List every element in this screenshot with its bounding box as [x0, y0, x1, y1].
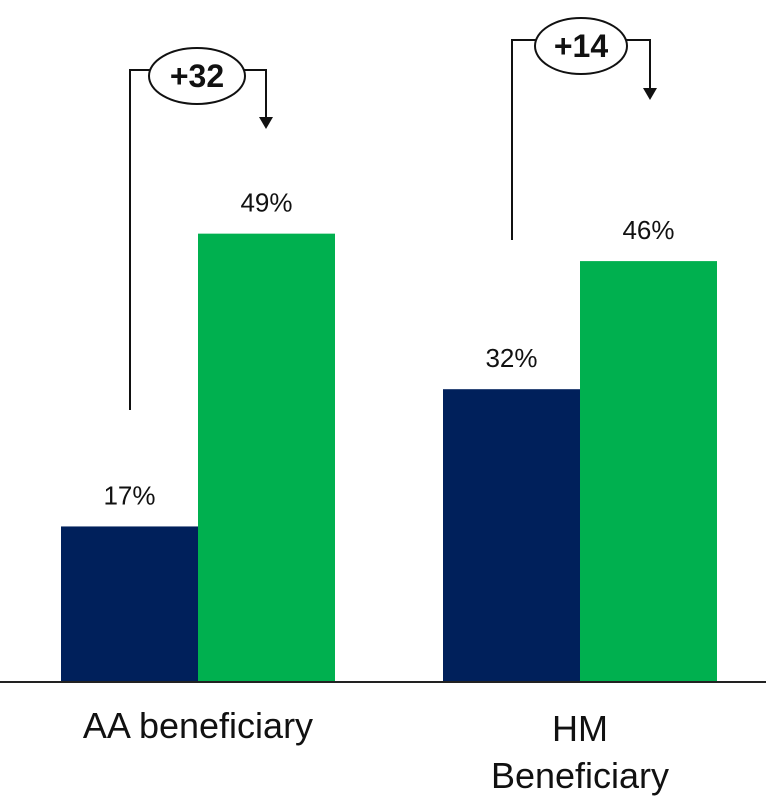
value-label-2-1: 32% — [485, 343, 537, 373]
value-label-1-1: 17% — [103, 480, 155, 510]
bar-2-series-1 — [443, 389, 580, 682]
arrow-down-icon — [259, 117, 273, 129]
difference-oval-1 — [148, 47, 246, 105]
difference-oval-2 — [534, 17, 628, 75]
difference-label-2: +14 — [554, 28, 608, 64]
value-label-1-2: 49% — [240, 188, 292, 218]
value-label-2-2: 46% — [622, 215, 674, 245]
difference-annotations: +32 +14 — [129, 17, 657, 410]
bar-2-series-2 — [580, 261, 717, 682]
category-label-2-line-2: Beneficiary — [491, 755, 669, 796]
bar-1-series-1 — [61, 526, 198, 682]
bar-1-series-2 — [198, 233, 335, 682]
category-label-2-line-1: HM — [552, 708, 608, 749]
bars-group — [61, 233, 717, 682]
labels-group: 17% 49% AA beneficiary 32% 46% HM Beneficiary — [83, 188, 675, 796]
category-label-1: AA beneficiary — [83, 705, 313, 746]
arrow-down-icon — [643, 88, 657, 100]
difference-label-1: +32 — [170, 58, 224, 94]
